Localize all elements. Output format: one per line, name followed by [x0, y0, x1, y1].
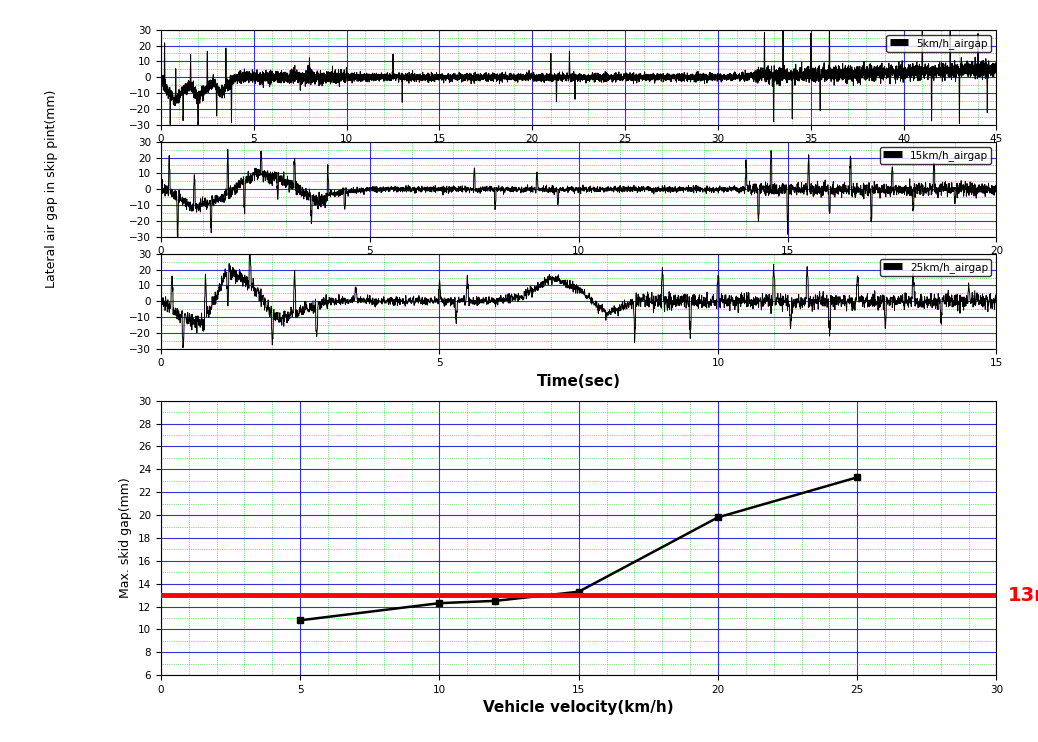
Text: 13mm: 13mm	[1008, 585, 1038, 605]
Legend: 25km/h_airgap: 25km/h_airgap	[880, 259, 991, 276]
Y-axis label: Max. skid gap(mm): Max. skid gap(mm)	[119, 478, 133, 598]
X-axis label: Vehicle velocity(km/h): Vehicle velocity(km/h)	[484, 700, 674, 715]
Legend: 15km/h_airgap: 15km/h_airgap	[880, 147, 991, 164]
Legend: 5km/h_airgap: 5km/h_airgap	[886, 35, 991, 52]
Text: Lateral air gap in skip pint(mm): Lateral air gap in skip pint(mm)	[46, 90, 58, 289]
X-axis label: Time(sec): Time(sec)	[537, 374, 621, 389]
